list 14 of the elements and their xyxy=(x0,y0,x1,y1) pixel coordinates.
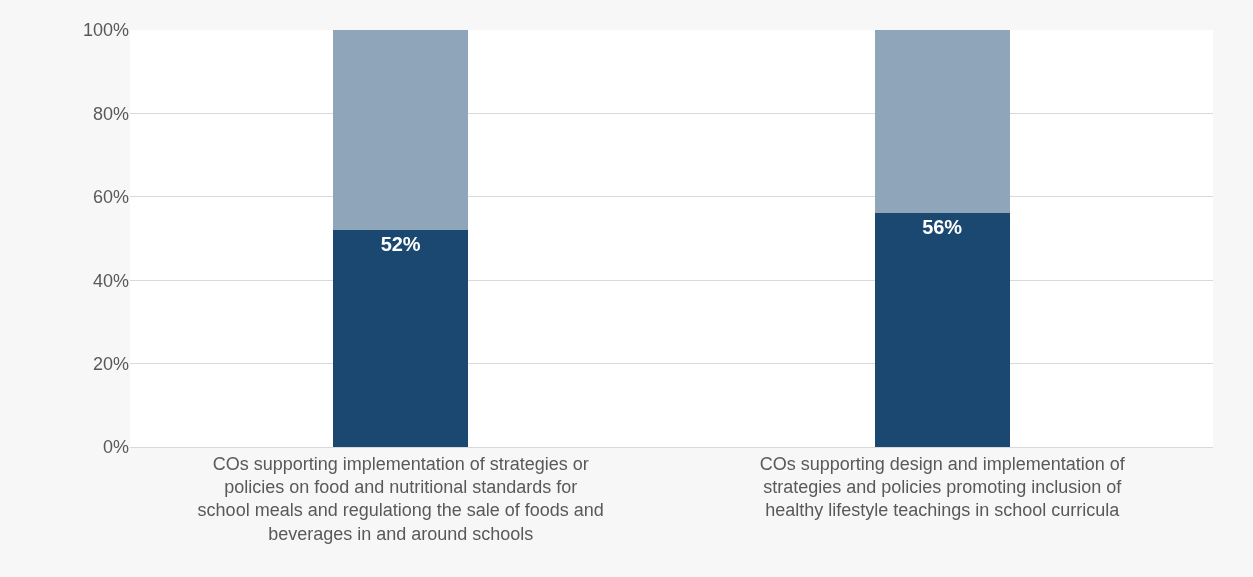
bar xyxy=(874,213,1010,447)
bar xyxy=(333,230,469,447)
bar xyxy=(333,30,469,231)
y-tick-label: 60% xyxy=(92,187,129,208)
data-label: 56% xyxy=(922,216,963,239)
y-tick-label: 0% xyxy=(102,437,129,458)
y-tick-label: 40% xyxy=(92,270,129,291)
y-tick-label: 100% xyxy=(82,20,129,41)
x-tick-label: COs supporting implementation of strategies or policies on food and nutritional standards for school meals and regulationg the sale of foods and beverages in and around schools xyxy=(197,453,604,544)
data-label: 52% xyxy=(380,233,421,256)
y-tick-label: 80% xyxy=(92,103,129,124)
x-tick-label: COs supporting design and implementation of strategies and policies promoting inclusion of healthy lifestyle teachings in school curricula xyxy=(759,453,1126,521)
bar xyxy=(874,30,1010,214)
y-tick-label: 20% xyxy=(92,353,129,374)
